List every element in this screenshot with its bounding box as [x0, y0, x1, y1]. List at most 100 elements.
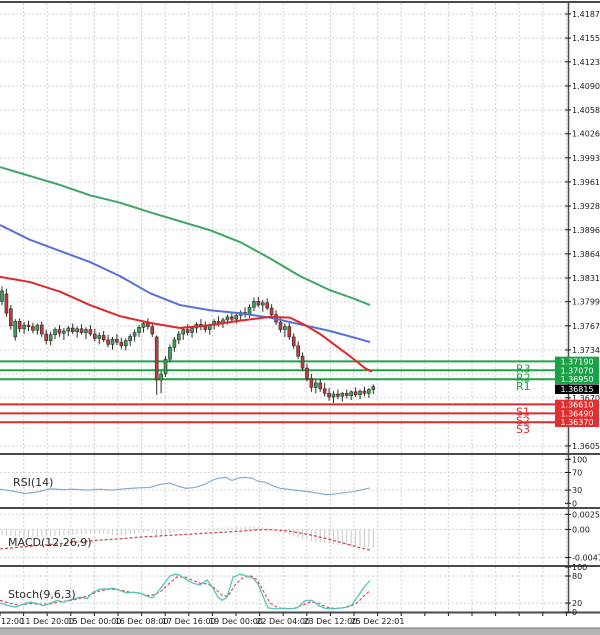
- candle-body: [336, 393, 340, 397]
- time-axis-label: 16 Dec 08:00: [115, 617, 169, 626]
- candle-body: [101, 335, 106, 341]
- price-axis-label: 1.41230: [572, 58, 600, 67]
- candle-body: [327, 393, 331, 398]
- stoch-k-line: [0, 573, 371, 610]
- candle-body: [9, 308, 13, 327]
- candle-body: [300, 355, 305, 369]
- price-axis-label: 1.38640: [572, 250, 600, 259]
- price-axis-label: 1.36700: [572, 394, 600, 403]
- macd-scale-label: -0.004736: [572, 553, 600, 562]
- time-axis-label: 22 Dec 04:00: [256, 617, 310, 626]
- macd-scale-label: 0.002536: [572, 510, 600, 519]
- candle-body: [62, 330, 66, 334]
- candle-body: [362, 390, 367, 394]
- candle-body: [159, 373, 163, 381]
- stoch-panel-layer: [0, 573, 371, 610]
- price-axis-label: 1.39285: [572, 202, 600, 211]
- price-axis-label: 1.40905: [572, 82, 600, 91]
- candle-body: [314, 382, 318, 388]
- level-label-s2: S2: [516, 414, 530, 427]
- price-tag-r1-text: 1.36950: [560, 375, 593, 384]
- level-label-r3: R3: [516, 362, 531, 375]
- candle-body: [265, 302, 270, 309]
- candle-body: [349, 391, 353, 396]
- candle-body: [79, 328, 84, 333]
- candle-body: [93, 333, 97, 339]
- candle-body: [353, 391, 358, 396]
- candle-body: [66, 327, 71, 332]
- stoch-scale-label: 20: [572, 599, 582, 608]
- price-axis-label: 1.40580: [572, 106, 600, 115]
- candles-layer: [0, 286, 376, 403]
- candle-body: [230, 316, 234, 320]
- current-price-tag-text: 1.36815: [560, 385, 593, 394]
- candle-body: [344, 393, 349, 396]
- price-tag-s3: [555, 417, 599, 427]
- candle-body: [128, 335, 132, 341]
- candle-body: [234, 315, 239, 320]
- candle-body: [146, 323, 150, 327]
- price-axis-label: 1.40260: [572, 130, 600, 139]
- price-tag-r1: [555, 374, 599, 384]
- time-axis-label: 11 Dec 20:00: [20, 617, 74, 626]
- candle-body: [203, 326, 208, 330]
- rsi-scale-label: 100: [572, 455, 587, 464]
- candle-body: [97, 335, 102, 339]
- stoch-scale-label: 0: [572, 608, 577, 617]
- rsi-panel-layer: [0, 476, 371, 496]
- price-axis-label: 1.41875: [572, 10, 600, 19]
- rsi-scale-label: 70: [572, 469, 582, 478]
- price-axis-label: 1.37345: [572, 346, 600, 355]
- macd-scale-label: 0.00: [572, 525, 590, 534]
- candle-body: [22, 324, 26, 330]
- candle-body: [185, 329, 190, 333]
- candle-body: [163, 358, 168, 375]
- candle-body: [75, 328, 79, 333]
- time-axis-label: 15 Dec 00:00: [67, 617, 121, 626]
- candle-body: [137, 326, 141, 333]
- candle-body: [17, 321, 22, 330]
- price-tag-r3-text: 1.37190: [560, 357, 593, 366]
- price-axis-label: 1.41550: [572, 34, 600, 43]
- candle-body: [287, 326, 292, 338]
- price-tag-s1: [555, 399, 599, 410]
- candle-body: [260, 302, 265, 306]
- candle-body: [70, 327, 75, 333]
- level-label-s3: S3: [516, 423, 530, 436]
- ma-red-line: [0, 275, 373, 373]
- candle-body: [177, 333, 181, 341]
- price-axis-label: 1.36050: [572, 442, 600, 451]
- ma-green-line: [0, 166, 371, 306]
- candle-body: [367, 389, 371, 394]
- candle-body: [44, 333, 49, 341]
- level-label-r2: R2: [516, 371, 531, 384]
- price-tag-s2: [555, 408, 599, 419]
- rsi-scale-label: 0: [572, 499, 577, 508]
- candle-body: [110, 338, 115, 345]
- price-axis-label: 1.39610: [572, 178, 600, 187]
- candle-body: [0, 290, 4, 302]
- candle-body: [123, 340, 128, 347]
- level-label-s1: S1: [516, 405, 530, 418]
- price-tag-s2-text: 1.36490: [560, 409, 593, 418]
- candle-body: [106, 339, 110, 345]
- time-axis-label: 12:00: [1, 617, 24, 626]
- rsi-indicator-label: RSI(14): [13, 476, 54, 489]
- candle-body: [150, 326, 155, 335]
- candle-body: [57, 329, 62, 334]
- candle-body: [119, 341, 124, 347]
- candle-body: [154, 336, 159, 381]
- candle-body: [309, 378, 314, 388]
- candle-body: [88, 329, 93, 335]
- candle-body: [31, 326, 35, 331]
- price-axis-label: 1.37995: [572, 298, 600, 307]
- candle-body: [26, 324, 31, 327]
- macd-indicator-label: MACD(12,26,9): [8, 536, 92, 549]
- price-tag-s3-text: 1.36370: [560, 418, 593, 427]
